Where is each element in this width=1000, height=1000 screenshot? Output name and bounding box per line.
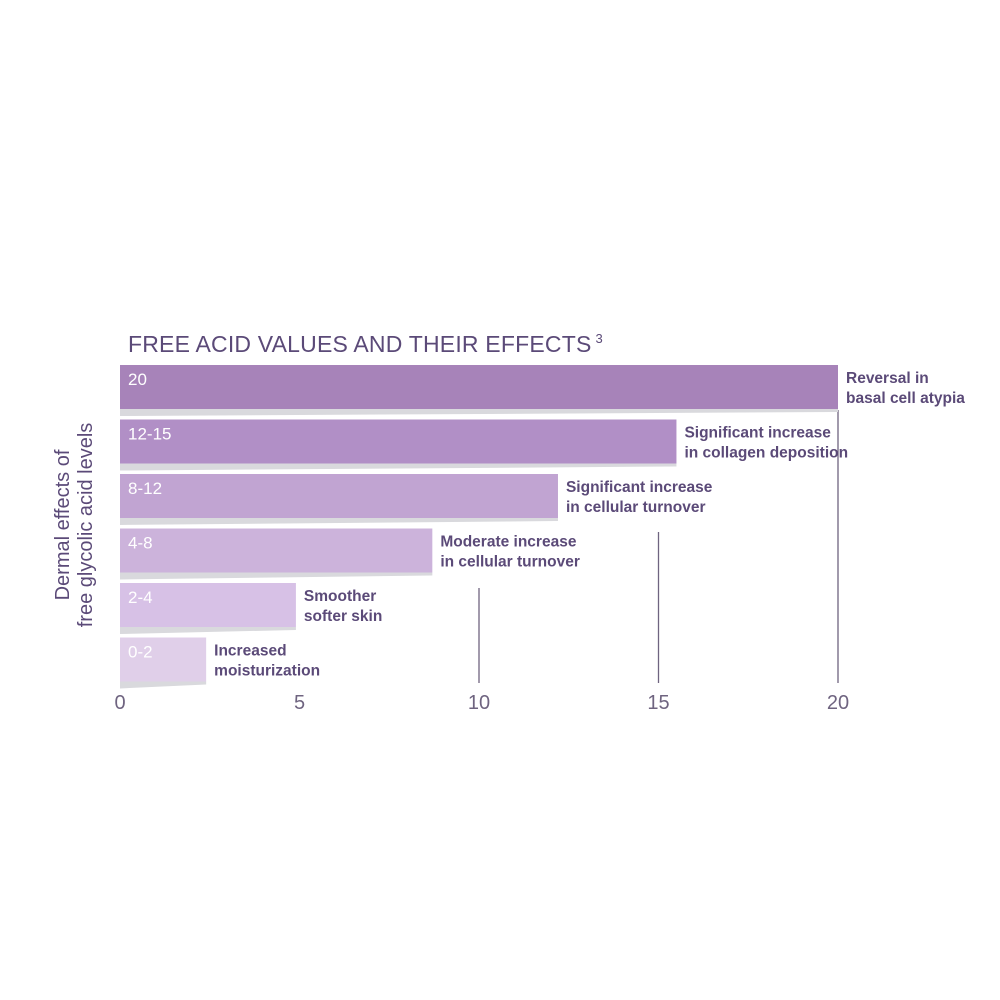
x-tick-label: 10 bbox=[468, 692, 490, 714]
bar bbox=[120, 637, 207, 682]
bar-shadow bbox=[120, 518, 558, 525]
bar-shadow bbox=[120, 627, 296, 634]
bar-annotation: moisturization bbox=[214, 663, 320, 680]
bar bbox=[120, 419, 677, 464]
bar bbox=[120, 365, 838, 409]
bar-category-label: 2-4 bbox=[128, 588, 153, 607]
x-tick-label: 0 bbox=[114, 692, 125, 714]
chart-title-footnote: 3 bbox=[595, 331, 603, 346]
bar bbox=[120, 474, 558, 518]
bar-annotation: softer skin bbox=[304, 608, 382, 625]
chart-title: FREE ACID VALUES AND THEIR EFFECTS bbox=[128, 331, 592, 357]
x-tick-label: 15 bbox=[647, 692, 669, 714]
bar-shadow bbox=[120, 572, 433, 580]
bar-category-label: 4-8 bbox=[128, 534, 153, 553]
bar-shadow bbox=[120, 409, 838, 416]
bar-annotation: Significant increase bbox=[566, 479, 713, 496]
bar bbox=[120, 528, 433, 573]
bar-shadow bbox=[120, 463, 677, 471]
bar-annotation: Smoother bbox=[304, 588, 376, 605]
x-tick-label: 20 bbox=[827, 692, 849, 714]
bar-category-label: 20 bbox=[128, 370, 147, 389]
chart-title-block: FREE ACID VALUES AND THEIR EFFECTS 3 bbox=[128, 331, 603, 358]
bar-category-label: 12-15 bbox=[128, 425, 171, 444]
bar-annotation: in cellular turnover bbox=[566, 499, 706, 516]
bar-annotation: in cellular turnover bbox=[440, 554, 580, 571]
bar bbox=[120, 583, 296, 627]
bar-annotation: Significant increase bbox=[684, 425, 831, 442]
bar-annotation: Moderate increase bbox=[440, 534, 576, 551]
bar-annotation: Reversal in bbox=[846, 370, 929, 387]
bar-annotation: Increased bbox=[214, 643, 286, 660]
bar-annotation: in collagen deposition bbox=[684, 445, 848, 462]
bar-shadow bbox=[120, 681, 207, 689]
bar-annotation: basal cell atypia bbox=[846, 390, 965, 407]
x-tick-label: 5 bbox=[294, 692, 305, 714]
bar-category-label: 8-12 bbox=[128, 479, 162, 498]
bar-category-label: 0-2 bbox=[128, 643, 153, 662]
